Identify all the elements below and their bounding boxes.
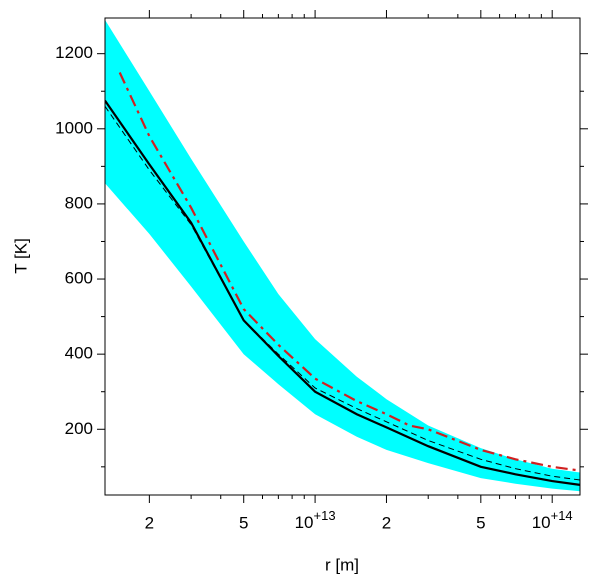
y-axis-label: T [K] bbox=[11, 238, 30, 274]
x-tick-label: 10+13 bbox=[295, 508, 336, 532]
x-axis-label: r [m] bbox=[325, 555, 359, 574]
band bbox=[105, 19, 580, 492]
line bbox=[118, 72, 580, 472]
plot-frame bbox=[104, 17, 581, 496]
y-tick-label: 1200 bbox=[55, 43, 93, 62]
plot-area bbox=[105, 19, 580, 492]
y-tick-label: 200 bbox=[65, 419, 93, 438]
line bbox=[105, 106, 580, 481]
line bbox=[105, 99, 580, 486]
y-tick-label: 1000 bbox=[55, 118, 93, 137]
x-tick-label: 5 bbox=[476, 513, 485, 532]
x-tick-label: 2 bbox=[382, 513, 391, 532]
y-tick-label: 600 bbox=[65, 269, 93, 288]
x-tick-label: 10+14 bbox=[532, 508, 573, 532]
x-tick-label: 5 bbox=[239, 513, 248, 532]
y-tick-label: 400 bbox=[65, 344, 93, 363]
x-tick-label: 2 bbox=[145, 513, 154, 532]
y-tick-label: 800 bbox=[65, 193, 93, 212]
